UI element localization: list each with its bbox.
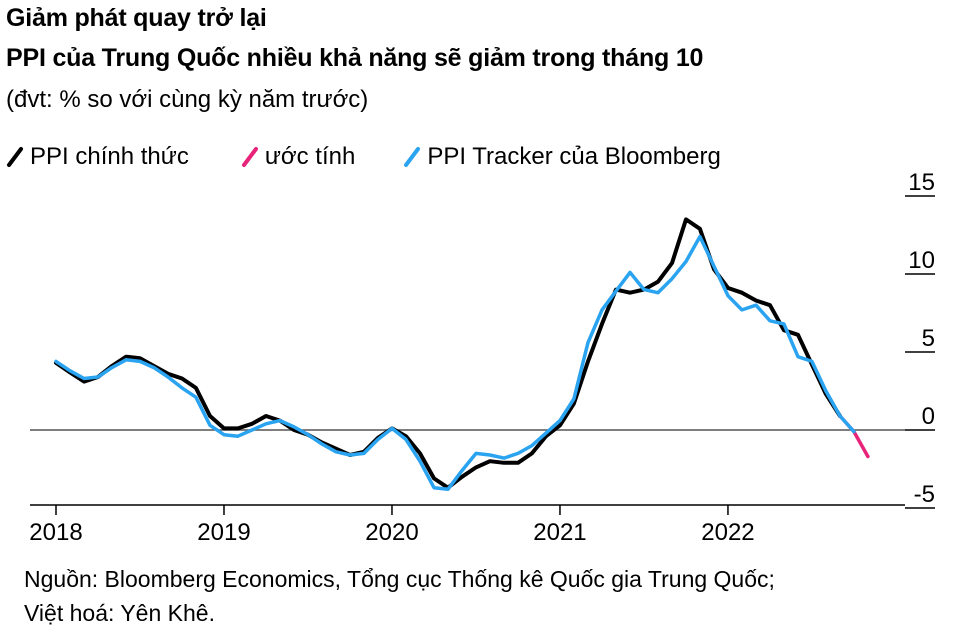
y-tick-label: 10 (908, 247, 935, 274)
source-line-1: Nguồn: Bloomberg Economics, Tổng cục Thố… (24, 566, 775, 592)
series-line-tracker (54, 234, 856, 492)
unit-label: (đvt: % so với cùng kỳ năm trước) (6, 86, 369, 113)
y-tick-label: 0 (922, 403, 935, 430)
chart-plot: 15 10 5 0 -5 2018 2019 2020 2021 2022 (29, 169, 935, 546)
x-tick-label: 2019 (197, 519, 250, 546)
legend-item-tracker: PPI Tracker của Bloomberg (403, 140, 721, 174)
source-note: Nguồn: Bloomberg Economics, Tổng cục Thố… (24, 562, 775, 630)
legend-item-official: PPI chính thức (6, 140, 189, 174)
y-tick-label: -5 (914, 481, 935, 508)
legend-label-tracker: PPI Tracker của Bloomberg (427, 143, 721, 170)
chart-subtitle: PPI của Trung Quốc nhiều khả năng sẽ giả… (6, 44, 704, 72)
chart-title: Giảm phát quay trở lại (6, 4, 267, 32)
x-tick-label: 2018 (29, 519, 82, 546)
x-tick-label: 2022 (701, 519, 754, 546)
legend-label-official: PPI chính thức (30, 143, 189, 170)
y-tick-label: 15 (908, 169, 935, 196)
x-tick-label: 2020 (365, 519, 418, 546)
legend-swatch-estimate (241, 147, 258, 167)
x-tick-label: 2021 (533, 519, 586, 546)
y-tick-label: 5 (922, 325, 935, 352)
legend-swatch-official (7, 147, 23, 167)
source-line-2: Việt hoá: Yên Khê. (24, 600, 215, 626)
legend-swatch-tracker (404, 147, 421, 167)
legend-label-estimate: ước tính (264, 143, 356, 170)
series-line-official (54, 217, 842, 490)
legend-item-estimate: ước tính (241, 140, 356, 174)
legend: PPI chính thức ước tính PPI Tracker của … (6, 140, 755, 174)
